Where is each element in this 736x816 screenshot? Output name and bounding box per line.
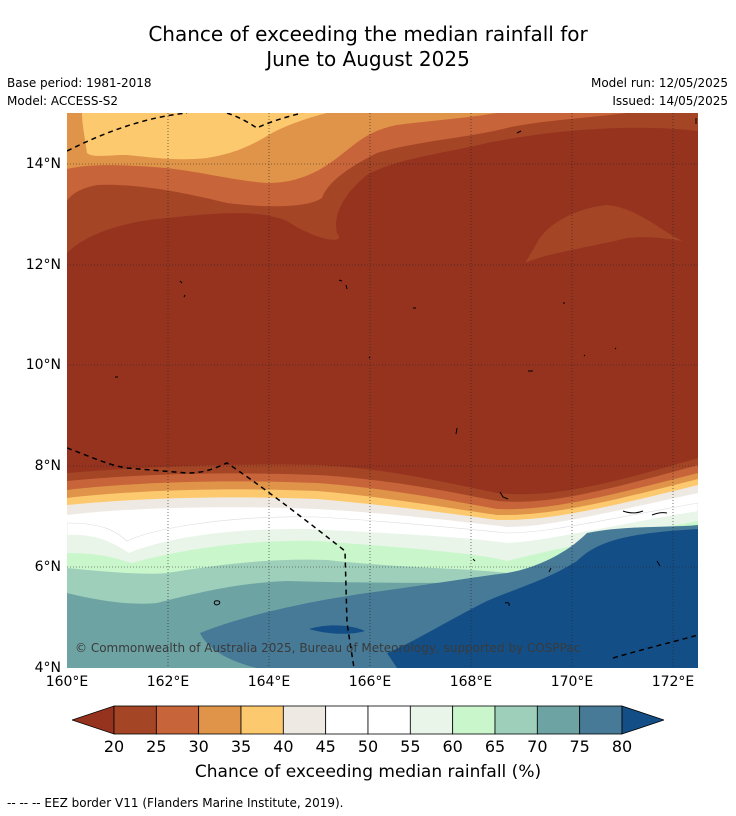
x-tick-172e: 172°E [651,674,695,690]
eez-border [67,113,698,668]
colorbar-cell [536,705,581,735]
colorbar-cell [113,705,157,735]
title-line-1: Chance of exceeding the median rainfall … [148,22,588,46]
zone-35-40 [82,113,327,160]
colorbar-cell [325,705,369,735]
x-tick-164e: 164°E [247,674,291,690]
colorbar-tick-label: 40 [273,737,294,756]
colorbar-tick-label: 30 [188,737,209,756]
colorbar-tick-label: 45 [315,737,336,756]
meta-left: Base period: 1981-2018 Model: ACCESS-S2 [7,74,152,110]
colorbar-cell [367,705,411,735]
x-tick-168e: 168°E [449,674,493,690]
y-tick-12n: 12°N [25,257,61,273]
x-tick-166e: 166°E [348,674,392,690]
colorbar-tick-label: 35 [230,737,252,756]
title-line-2: June to August 2025 [266,47,470,71]
colorbar-tick-label: 50 [357,737,379,756]
model-run: Model run: 12/05/2025 [590,76,728,90]
y-tick-6n: 6°N [34,559,61,575]
copyright-notice: © Commonwealth of Australia 2025, Bureau… [75,641,581,655]
colorbar-tick-label: 20 [103,737,125,756]
colorbar-cell [452,705,496,735]
colorbar-cell [282,705,327,735]
colorbar-tick-label: 55 [400,737,421,756]
colorbar-cell [494,705,538,735]
colorbar-cell [155,705,200,735]
colorbar-cell [579,705,623,735]
colorbar [72,705,664,735]
y-tick-4n: 4°N [34,660,61,676]
map-area [67,113,698,668]
y-tick-8n: 8°N [34,458,61,474]
map-title: Chance of exceeding the median rainfall … [0,22,736,72]
issued-date: Issued: 14/05/2025 [612,94,728,108]
model-name: Model: ACCESS-S2 [7,94,119,108]
colorbar-tick-label: 60 [442,737,463,756]
colorbar-over-arrow [621,705,664,735]
colorbar-tick-label: 75 [569,737,590,756]
colorbar-tick-label: 80 [611,737,633,756]
eez-border-note: -- -- -- EEZ border V11 (Flanders Marine… [7,796,344,810]
x-tick-160e: 160°E [45,674,89,690]
colorbar-cell [409,705,454,735]
colorbar-under-arrow [72,705,115,735]
x-tick-170e: 170°E [550,674,594,690]
x-tick-162e: 162°E [146,674,190,690]
islands [115,118,697,607]
base-period: Base period: 1981-2018 [7,76,152,90]
colorbar-label: Chance of exceeding median rainfall (%) [194,762,542,782]
meta-right: Model run: 12/05/2025 Issued: 14/05/2025 [591,74,728,110]
colorbar-tick-label: 65 [484,737,506,756]
graticule [67,113,698,668]
colorbar-tick-label: 25 [146,737,167,756]
y-tick-14n: 14°N [25,156,61,172]
y-tick-10n: 10°N [25,357,61,373]
colorbar-cells [113,705,623,735]
colorbar-tick-label: 70 [527,737,548,756]
colorbar-cell [198,705,242,735]
rainfall-map [67,113,698,668]
colorbar-cell [240,705,284,735]
